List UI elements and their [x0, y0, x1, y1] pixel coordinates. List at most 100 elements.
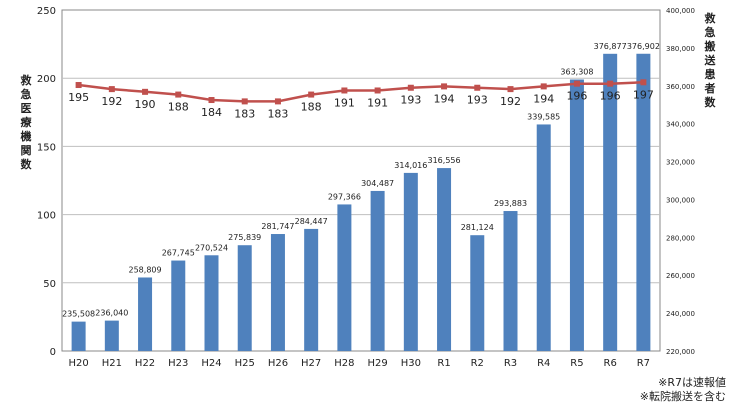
left-axis-title-char: 療: [21, 115, 33, 129]
x-tick-label: H29: [367, 358, 387, 369]
right-tick-label: 360,000: [666, 83, 695, 91]
note-transfers: ※転院搬送を含む: [639, 390, 726, 403]
right-axis-title-char: 急: [705, 25, 716, 39]
line-value-label: 192: [101, 95, 122, 108]
line-value-label: 194: [533, 92, 554, 105]
x-tick-label: R3: [504, 358, 517, 369]
line-value-label: 188: [301, 101, 322, 114]
x-tick-label: H27: [301, 358, 321, 369]
right-axis-title-char: 搬: [705, 39, 716, 53]
bar-value-label: 293,883: [494, 199, 527, 208]
line-point: [308, 91, 315, 98]
line-point: [108, 86, 115, 93]
bar: [603, 53, 618, 352]
bar-value-label: 284,447: [295, 217, 328, 226]
line-value-label: 183: [234, 107, 255, 120]
left-axis-title-char: 機: [21, 129, 32, 143]
bar: [304, 228, 319, 351]
bar: [569, 79, 584, 351]
left-axis-title-char: 数: [21, 157, 33, 171]
line-value-label: 190: [135, 98, 156, 111]
bar: [104, 320, 119, 351]
bar-value-label: 339,585: [527, 112, 560, 121]
line-point: [241, 98, 248, 105]
bar-value-label: 304,487: [361, 179, 394, 188]
x-tick-label: H24: [201, 358, 221, 369]
line-value-label: 195: [68, 91, 89, 104]
bar-value-label: 314,016: [394, 161, 427, 170]
line-value-label: 183: [267, 107, 288, 120]
right-axis-title-char: 患: [705, 67, 716, 81]
right-tick-label: 240,000: [666, 310, 695, 318]
line-point: [407, 84, 414, 91]
bar: [636, 53, 651, 352]
line-point: [507, 86, 514, 93]
line-value-label: 196: [600, 90, 621, 103]
line-point: [208, 97, 215, 104]
line-series: [78, 81, 644, 103]
bar-value-label: 236,040: [95, 309, 128, 318]
bar: [403, 172, 418, 351]
bar: [138, 277, 153, 351]
right-tick-label: 340,000: [666, 121, 695, 129]
line-value-label: 184: [201, 106, 222, 119]
line-point: [341, 87, 348, 94]
right-axis-title-char: 送: [704, 53, 717, 67]
x-tick-label: H20: [68, 358, 88, 369]
left-tick-label: 50: [43, 279, 56, 290]
left-axis-title-char: 医: [21, 102, 32, 115]
bar-value-label: 275,839: [228, 233, 261, 242]
left-axis-title-char: 関: [21, 144, 32, 157]
bar: [237, 245, 252, 351]
bar-value-label: 297,366: [328, 192, 361, 201]
line-point: [474, 84, 481, 91]
line-point: [374, 87, 381, 94]
line-point: [142, 88, 149, 95]
bar-value-label: 281,747: [261, 222, 294, 231]
plot-frame: [61, 9, 661, 352]
line-point: [640, 79, 647, 86]
x-tick-label: H25: [235, 358, 255, 369]
right-axis-title-char: 数: [705, 95, 717, 109]
right-tick-label: 260,000: [666, 272, 695, 280]
bar-value-label: 235,508: [62, 310, 95, 319]
bar-value-label: 270,524: [195, 243, 228, 252]
bar-value-label: 376,902: [627, 42, 660, 51]
line-value-label: 191: [334, 96, 355, 109]
right-tick-label: 220,000: [666, 348, 695, 356]
x-tick-label: H21: [102, 358, 122, 369]
bar: [270, 234, 285, 351]
line-point: [441, 83, 448, 90]
left-tick-label: 100: [37, 211, 56, 222]
bar-value-label: 258,809: [129, 265, 162, 274]
line-point: [274, 98, 281, 105]
x-tick-label: R2: [471, 358, 484, 369]
line-value-label: 192: [500, 95, 521, 108]
x-tick-label: H22: [135, 358, 155, 369]
bar-value-label: 363,308: [560, 68, 593, 77]
line-point: [75, 82, 82, 89]
line-point: [607, 80, 614, 87]
x-tick-label: H23: [168, 358, 188, 369]
x-tick-label: R1: [437, 358, 450, 369]
line-value-label: 193: [400, 94, 421, 107]
x-tick-label: R4: [537, 358, 550, 369]
bar-value-label: 376,877: [594, 42, 627, 51]
x-tick-label: H26: [268, 358, 288, 369]
bar: [204, 255, 219, 351]
bar: [437, 168, 452, 351]
line-value-label: 197: [633, 88, 654, 101]
line-value-label: 194: [434, 92, 455, 105]
line-value-label: 188: [168, 101, 189, 114]
bar-value-label: 281,124: [461, 223, 494, 232]
left-tick-label: 250: [37, 6, 56, 17]
bar-value-label: 316,556: [428, 156, 461, 165]
right-tick-label: 320,000: [666, 159, 695, 167]
line-point: [175, 91, 182, 98]
right-tick-label: 380,000: [666, 45, 695, 53]
bar: [503, 211, 518, 351]
line-point: [540, 83, 547, 90]
bar: [171, 260, 186, 351]
left-tick-label: 200: [37, 74, 56, 85]
